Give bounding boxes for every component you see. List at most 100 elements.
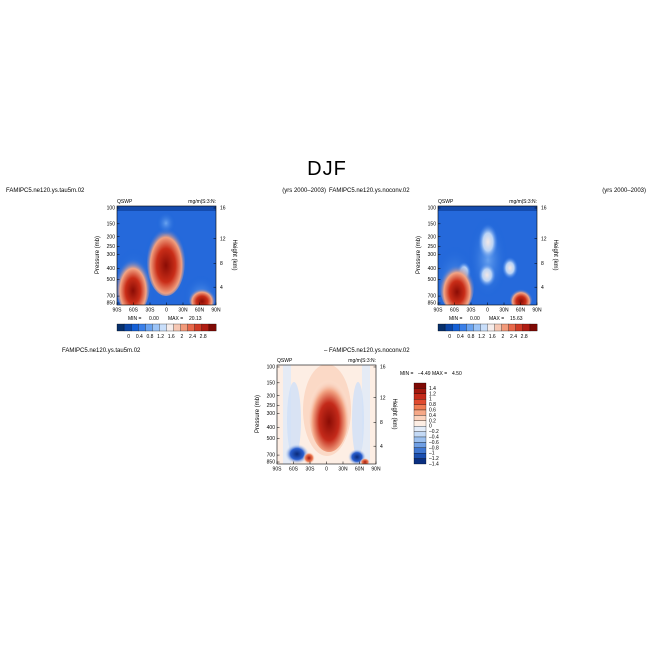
run-label: FAMIPC5.ne120.ys.tau5m.02 <box>6 188 85 194</box>
y-tick-label: 150 <box>428 221 437 227</box>
y-axis-right: 16 12 8 4 <box>534 206 547 291</box>
colorbar-swatch <box>501 323 510 332</box>
x-tick-label: 90N <box>371 467 381 473</box>
x-tick-label: 30S <box>146 308 156 314</box>
x-tick-label: 90S <box>273 467 283 473</box>
max-label: MAX = <box>489 316 504 322</box>
colorbar-tick-label: 0.8 <box>146 334 153 340</box>
colorbar-swatch <box>508 323 517 332</box>
x-tick-label: 90N <box>532 308 542 314</box>
y-axis-title: Pressure (mb) <box>416 236 422 274</box>
x-tick-label: 90N <box>211 308 221 314</box>
var-left-label: QSWP <box>117 199 133 205</box>
years-label: (yrs 2000–2003) <box>282 188 326 194</box>
colorbar-swatch <box>130 323 139 332</box>
colorbar-swatch <box>413 388 427 394</box>
y-tick-label: 400 <box>428 266 437 272</box>
heatmap-field <box>117 206 216 305</box>
colorbar-tick-label: 1.6 <box>489 334 496 340</box>
y-tick-label: 700 <box>267 453 276 459</box>
x-tick-label: 90S <box>113 308 123 314</box>
colorbar-swatch <box>166 323 174 332</box>
colorbar-swatch <box>413 436 427 443</box>
y-tick-label: 100 <box>267 365 276 371</box>
min-value: –4.49 <box>418 371 431 377</box>
colorbar-tick-label: 1.6 <box>168 334 175 340</box>
colorbar-swatch <box>413 458 427 465</box>
panel-top-right: FAMIPC5.ne120.ys.noconv.02 (yrs 2000–200… <box>329 188 646 340</box>
colorbar-tick-label: 0 <box>127 334 130 340</box>
colorbar-swatch <box>116 323 125 332</box>
colorbar-swatch <box>123 323 132 332</box>
y-tick-label: 250 <box>428 244 437 250</box>
y-right-tick-label: 4 <box>380 444 383 450</box>
colorbar-swatch <box>459 323 467 332</box>
max-label: MAX = <box>432 371 447 377</box>
y-tick-label: 200 <box>107 234 116 240</box>
colorbar-swatch <box>413 399 427 405</box>
x-tick-label: 30N <box>178 308 188 314</box>
min-value: 0.00 <box>470 316 480 322</box>
y-right-tick-label: 16 <box>220 206 226 212</box>
var-left-label: QSWP <box>277 358 293 364</box>
colorbar-swatch <box>413 393 427 400</box>
y-right-tick-label: 12 <box>380 395 386 401</box>
colorbar-swatch <box>480 323 488 332</box>
colorbar-tick-label: 0.4 <box>429 413 436 419</box>
colorbar-swatch <box>173 323 181 332</box>
max-label: MAX = <box>168 316 183 322</box>
colorbar-swatch <box>413 431 427 438</box>
x-axis: 90S 60S 30S 0 30N 60N 90N <box>273 461 381 473</box>
colorbar-tick-label: 1 <box>429 397 432 403</box>
y-axis-title: Pressure (mb) <box>255 395 261 433</box>
x-tick-label: 0 <box>165 308 168 314</box>
colorbar-tick-label: 1.2 <box>429 391 436 397</box>
colorbar-tick-label: 0.4 <box>136 334 143 340</box>
colorbar-swatch <box>522 323 531 332</box>
x-axis: 90S 60S 30S 0 30N 60N 90N <box>113 302 221 314</box>
colorbar-swatch <box>187 323 196 332</box>
page-title: DJF <box>307 158 347 180</box>
colorbar-swatch <box>494 323 502 332</box>
colorbar-tick-label: 2.8 <box>521 334 528 340</box>
y-tick-label: 850 <box>428 301 437 307</box>
colorbar: 0 0.4 0.8 1.2 1.6 2 2.4 2.8 <box>116 323 217 340</box>
y-tick-label: 850 <box>107 301 116 307</box>
y-tick-label: 100 <box>107 206 116 212</box>
y-tick-label: 500 <box>107 277 116 283</box>
colorbar-swatch <box>529 323 538 332</box>
max-value: 15.63 <box>510 316 523 322</box>
run-label: FAMIPC5.ne120.ys.noconv.02 <box>329 188 410 194</box>
colorbar-tick-label: 0.8 <box>467 334 474 340</box>
colorbar-swatch <box>473 323 481 332</box>
heatmap-field <box>438 206 537 305</box>
colorbar-tick-label: 0.6 <box>429 408 436 414</box>
panel-bottom-diff: FAMIPC5.ne120.ys.tau5m.02 – FAMIPC5.ne12… <box>62 348 462 473</box>
x-tick-label: 60S <box>289 467 299 473</box>
var-right-label: mg/m|S:3:N: <box>509 199 537 205</box>
colorbar-tick-label: 0 <box>429 424 432 430</box>
y-tick-label: 250 <box>107 244 116 250</box>
colorbar-tick-label: –0.4 <box>429 435 439 441</box>
y-tick-label: 300 <box>107 252 116 258</box>
x-tick-label: 0 <box>325 467 328 473</box>
x-axis: 90S 60S 30S 0 30N 60N 90N <box>434 302 542 314</box>
y-tick-label: 500 <box>428 277 437 283</box>
y-tick-label: 200 <box>428 234 437 240</box>
colorbar-swatch <box>437 323 446 332</box>
min-label: MIN = <box>400 371 414 377</box>
colorbar-swatch <box>413 409 427 416</box>
colorbar-swatch <box>138 323 146 332</box>
colorbar-swatch <box>208 323 217 332</box>
colorbar-tick-label: 1.4 <box>429 386 436 392</box>
y-tick-label: 250 <box>267 403 276 409</box>
colorbar-tick-label: –1 <box>429 451 435 457</box>
y-right-tick-label: 8 <box>380 420 383 426</box>
colorbar-tick-label: 2.4 <box>189 334 196 340</box>
colorbar: 0 0.4 0.8 1.2 1.6 2 2.4 2.8 <box>437 323 538 340</box>
colorbar: 1.41.210.80.60.40.20–0.2–0.4–0.6–0.8–1–1… <box>413 382 439 468</box>
colorbar-swatch <box>466 323 474 332</box>
